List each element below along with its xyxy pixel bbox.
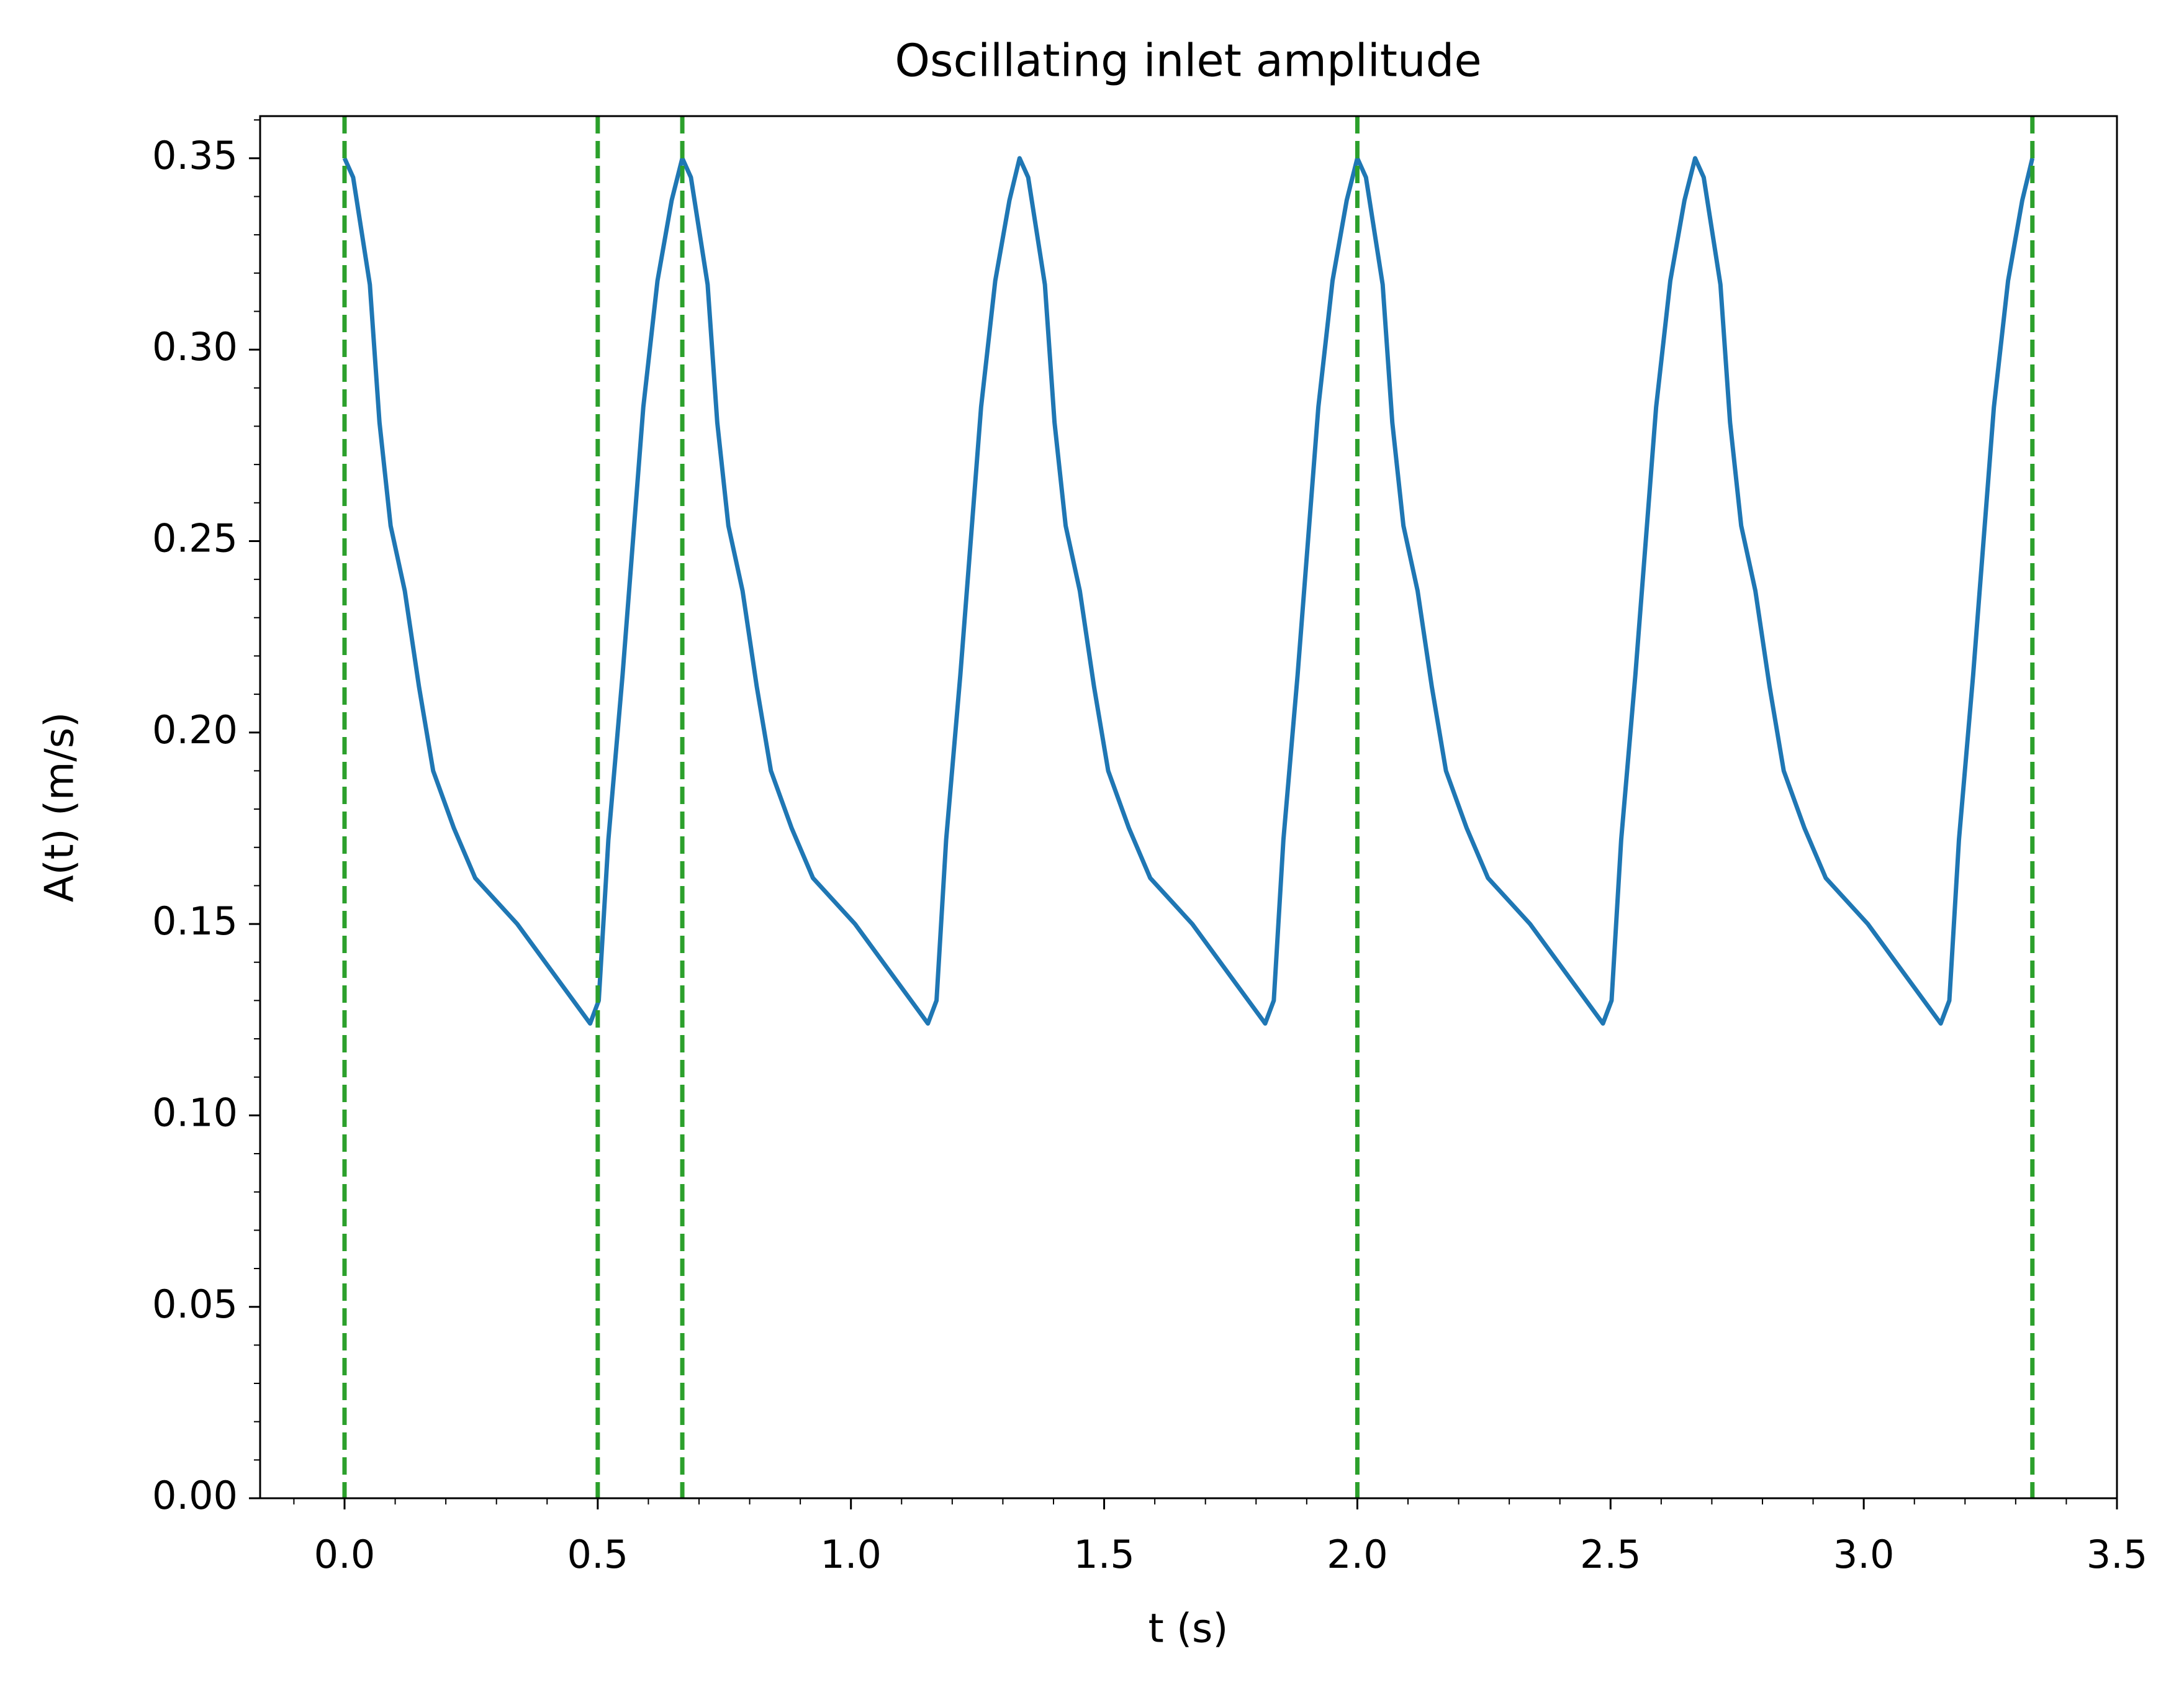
y-tick-label: 0.25 <box>152 516 238 561</box>
y-tick-label: 0.15 <box>152 898 238 944</box>
chart-title: Oscillating inlet amplitude <box>895 35 1481 87</box>
y-tick-label: 0.30 <box>152 324 238 369</box>
y-tick-label: 0.20 <box>152 707 238 753</box>
x-tick-label: 2.0 <box>1327 1532 1388 1577</box>
x-tick-label: 1.0 <box>820 1532 882 1577</box>
data-line <box>342 156 2035 1026</box>
y-tick-label: 0.10 <box>152 1090 238 1135</box>
x-tick-label: 3.5 <box>2087 1532 2148 1577</box>
x-tick-label: 0.0 <box>314 1532 376 1577</box>
x-tick-label: 2.5 <box>1580 1532 1641 1577</box>
y-tick-label: 0.00 <box>152 1473 238 1518</box>
x-tick-label: 1.5 <box>1073 1532 1135 1577</box>
y-tick-label: 0.35 <box>152 133 238 178</box>
y-axis-label: A(t) (m/s) <box>37 712 83 902</box>
y-tick-label: 0.05 <box>152 1282 238 1327</box>
plot-frame <box>259 115 2118 1499</box>
x-axis-label: t (s) <box>1148 1606 1229 1652</box>
x-tick-label: 3.0 <box>1833 1532 1895 1577</box>
x-tick-label: 0.5 <box>567 1532 629 1577</box>
